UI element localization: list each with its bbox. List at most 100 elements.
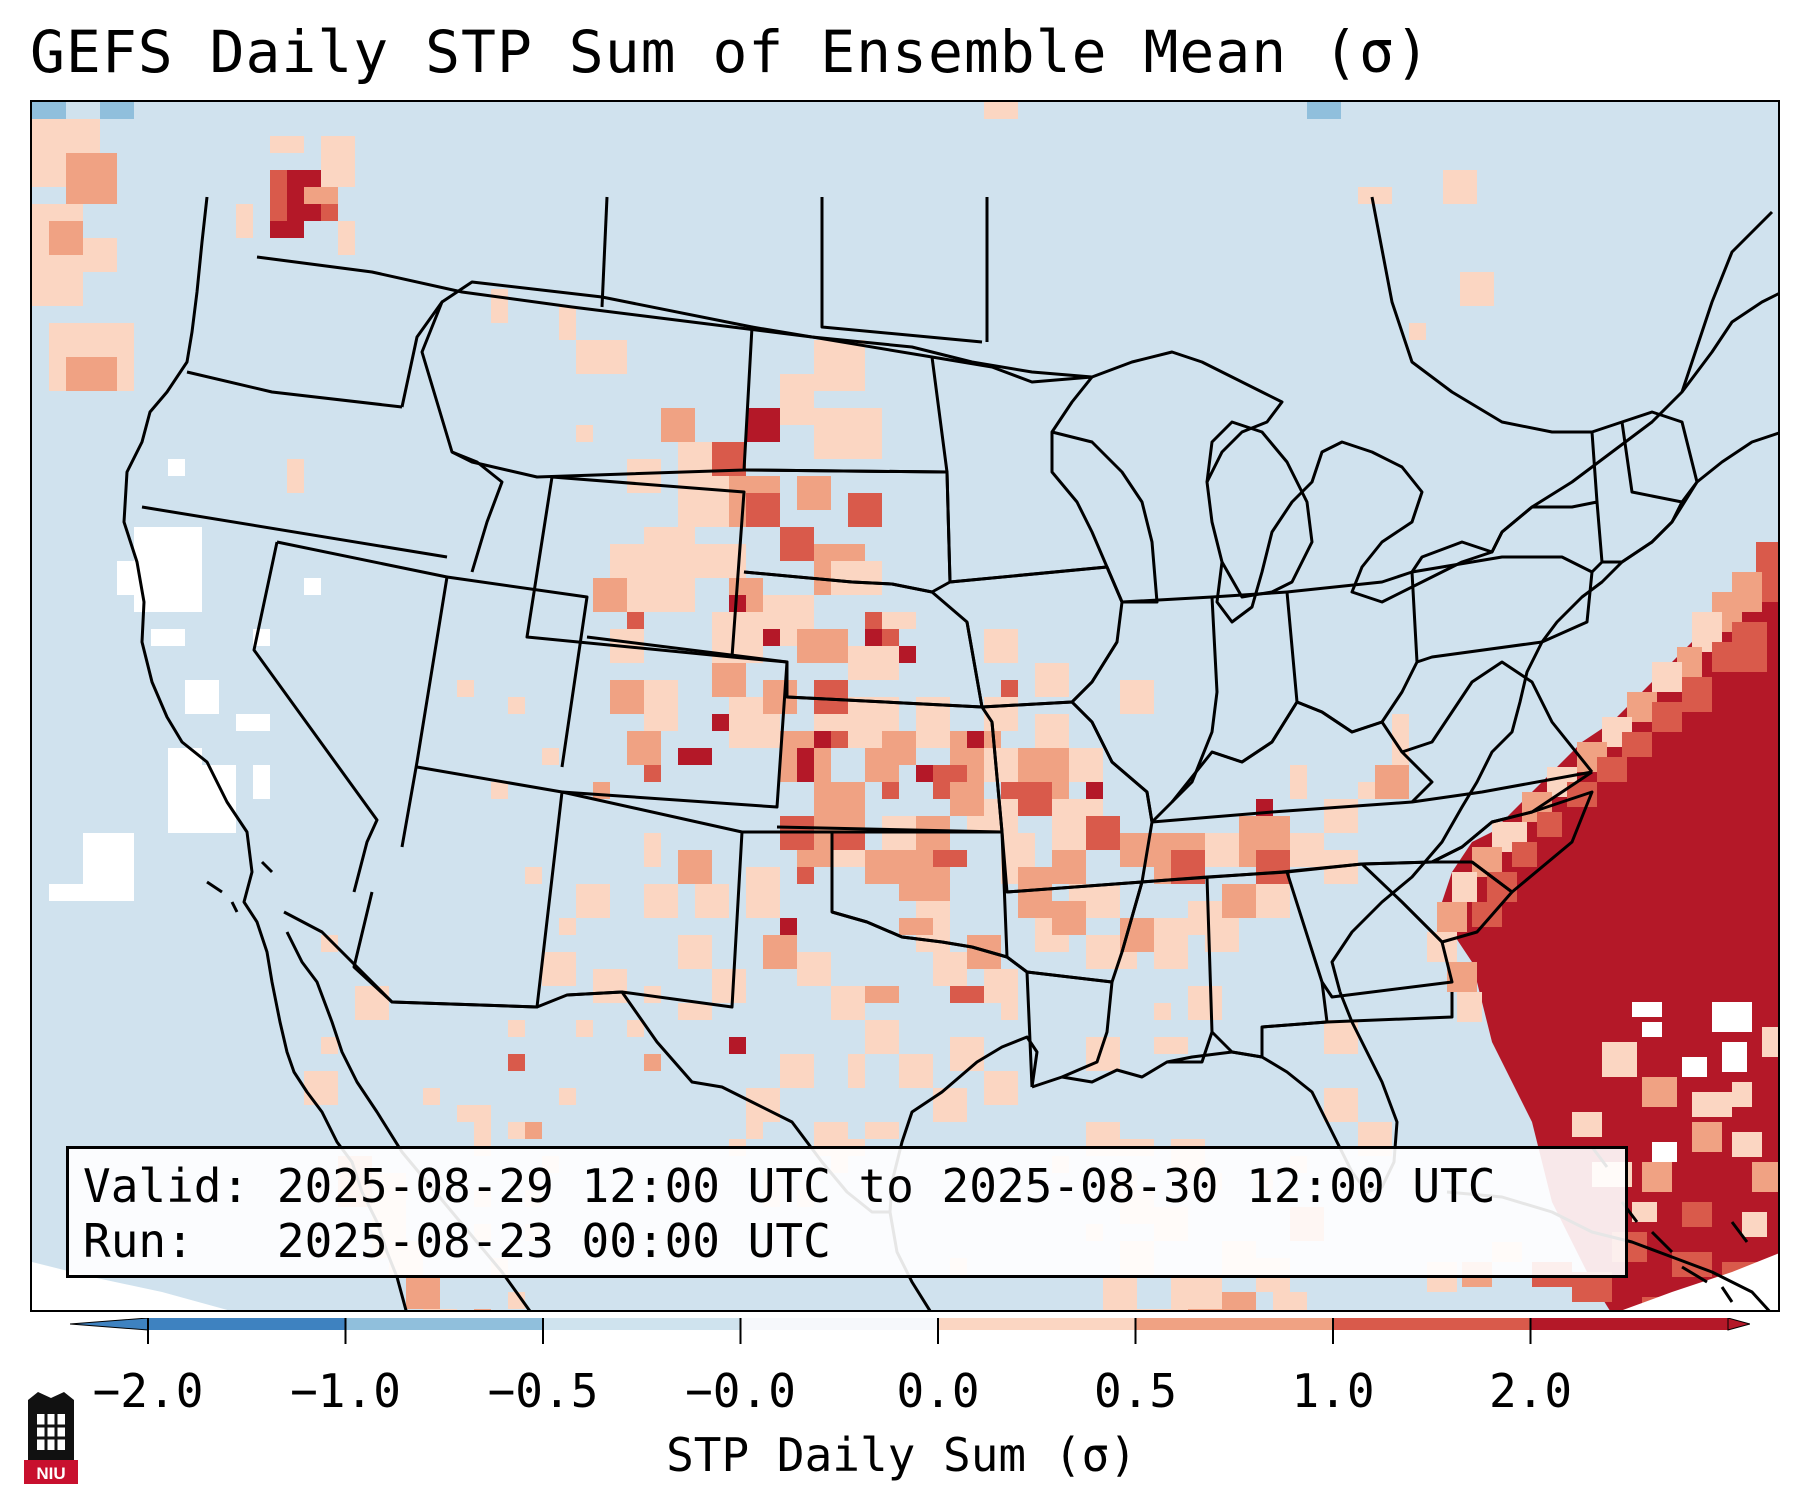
colorbar-under-arrow	[70, 1318, 149, 1331]
wi-border	[1051, 430, 1159, 604]
anomaly-cell	[967, 935, 1001, 969]
anomaly-cell	[746, 1122, 763, 1139]
anomaly-cell	[695, 884, 729, 918]
colorbar-tick-label: 2.0	[1488, 1364, 1573, 1418]
mn-border	[931, 355, 1109, 584]
anomaly-cell	[151, 629, 185, 646]
anomaly-cell	[831, 731, 848, 748]
fl-border	[1261, 992, 1454, 1029]
canada-provinces	[600, 196, 609, 308]
anomaly-cell	[627, 612, 644, 629]
colorbar-over-arrow	[1727, 1318, 1750, 1331]
anomaly-cell	[1437, 902, 1467, 932]
anomaly-cell	[644, 1054, 661, 1071]
pacific-coastline	[122, 196, 408, 1310]
anomaly-cell	[1443, 170, 1477, 204]
anomaly-cell	[644, 833, 661, 867]
colorbar-bin	[345, 1318, 544, 1330]
colorbar-label: STP Daily Sum (σ)	[666, 1428, 1137, 1482]
anomaly-cell	[627, 459, 661, 493]
anomaly-cell	[1154, 1003, 1171, 1020]
anomaly-cell	[678, 748, 712, 765]
colorbar-tick-label: 0.5	[1093, 1364, 1178, 1418]
anomaly-cell	[644, 765, 661, 782]
anomaly-cell	[780, 918, 797, 935]
nm-border	[561, 790, 744, 1009]
anomaly-cell	[423, 1088, 440, 1105]
anomaly-cell	[1537, 812, 1562, 837]
new-england-border	[1590, 410, 1699, 564]
anomaly-cell	[678, 850, 712, 884]
anomaly-cell	[712, 969, 746, 1003]
anomaly-cell	[1035, 714, 1069, 748]
anomaly-cell	[797, 629, 848, 663]
anomaly-cell	[185, 680, 219, 714]
anomaly-cell	[627, 731, 661, 765]
logo-window	[37, 1414, 65, 1450]
anomaly-cell	[474, 1309, 491, 1310]
anomaly-cell	[83, 238, 117, 272]
anomaly-cell	[1732, 1082, 1752, 1107]
anomaly-cell	[253, 765, 270, 799]
st-lawrence	[1501, 292, 1778, 534]
anomaly-cell	[542, 748, 559, 765]
anomaly-cell	[593, 969, 627, 1003]
anomaly-cell	[1069, 748, 1103, 782]
anomaly-cell	[49, 221, 83, 255]
map-canvas	[32, 102, 1778, 1310]
anomaly-cell	[321, 1037, 338, 1054]
anomaly-cell	[593, 578, 627, 612]
logo-text: NIU	[36, 1464, 65, 1483]
islands-nw	[206, 860, 274, 913]
anomaly-cell	[1682, 1202, 1712, 1227]
anomaly-cell	[865, 986, 899, 1003]
anomaly-cell	[1273, 1292, 1307, 1310]
anomaly-cell	[1752, 1162, 1778, 1192]
anomaly-cell	[1512, 842, 1537, 867]
anomaly-cell	[1622, 732, 1652, 757]
anomaly-cell	[576, 340, 610, 374]
anomaly-cell	[1290, 765, 1307, 799]
logo-window-bars	[37, 1414, 65, 1450]
anomaly-cell	[491, 289, 508, 323]
anomaly-cell	[576, 1020, 593, 1037]
in-border	[1211, 590, 1299, 764]
anomaly-cell	[644, 986, 661, 1003]
anomaly-cell	[1188, 901, 1222, 935]
anomaly-cell	[1052, 850, 1086, 884]
anomaly-cell	[882, 782, 899, 799]
anomaly-cell	[865, 748, 899, 782]
anomaly-cell	[644, 884, 678, 918]
anomaly-cell	[780, 374, 814, 425]
anomaly-cell	[848, 646, 899, 680]
anomaly-cell	[83, 833, 134, 901]
anomaly-cell	[848, 493, 882, 527]
anomaly-cell	[1732, 1132, 1762, 1157]
anomaly-cell	[559, 1088, 576, 1105]
anomaly-cell	[712, 663, 746, 697]
anomaly-cell	[508, 1054, 525, 1071]
anomaly-cell	[1188, 1309, 1222, 1310]
anomaly-cell	[1682, 1057, 1707, 1077]
canada-provinces-5	[1680, 210, 1774, 393]
anomaly-cell	[1712, 642, 1732, 672]
anomaly-cell	[661, 408, 695, 442]
anomaly-cell	[1120, 680, 1154, 714]
anomaly-cell	[491, 782, 508, 799]
anomaly-cell	[1052, 901, 1086, 935]
run-label: Run:	[83, 1214, 194, 1268]
anomaly-cell	[236, 204, 253, 238]
anomaly-cell	[1205, 833, 1239, 867]
la-border	[1026, 970, 1114, 1079]
anomaly-cell	[559, 306, 576, 340]
atlantic-anomaly-core	[1442, 556, 1778, 1310]
anomaly-cell	[746, 408, 780, 442]
anomaly-cell	[1632, 1002, 1662, 1017]
anomaly-cell	[1722, 1042, 1747, 1072]
anomaly-cell	[321, 935, 338, 952]
anomaly-cell	[814, 340, 865, 391]
anomaly-cell	[1642, 1022, 1662, 1037]
canada-provinces-4	[1370, 196, 1592, 434]
anomaly-cell	[525, 867, 542, 884]
anomaly-cell	[1572, 1112, 1602, 1137]
